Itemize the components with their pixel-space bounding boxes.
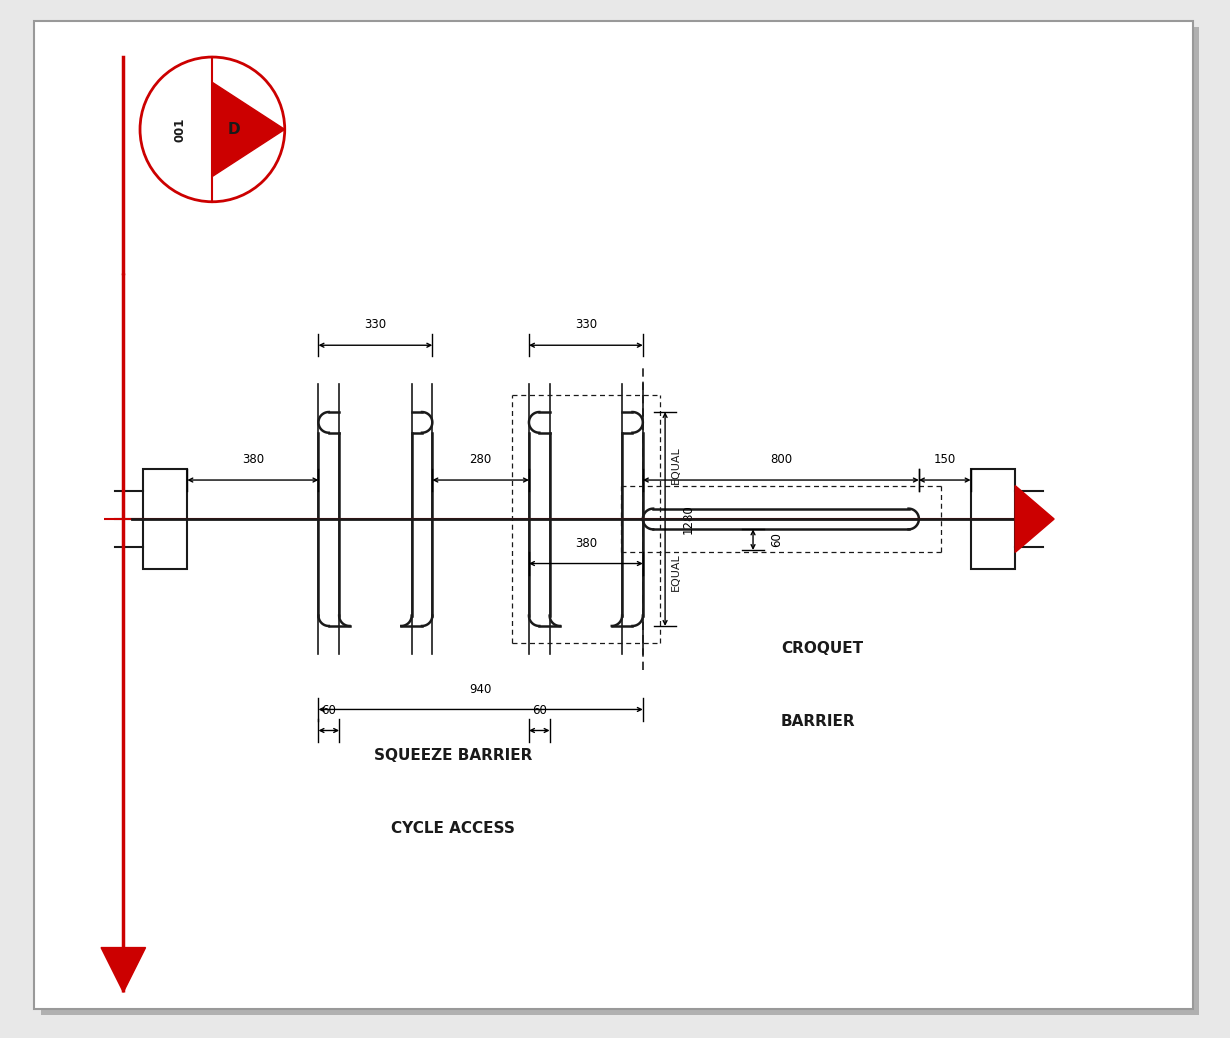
Text: CYCLE ACCESS: CYCLE ACCESS [391,821,514,836]
Text: 940: 940 [470,683,492,695]
Text: SQUEEZE BARRIER: SQUEEZE BARRIER [374,748,533,763]
Text: 330: 330 [574,319,597,331]
Text: CROQUET: CROQUET [781,641,863,656]
Text: 380: 380 [242,454,264,466]
Text: D: D [228,121,240,137]
Text: 150: 150 [934,454,956,466]
Text: 800: 800 [770,454,792,466]
Circle shape [140,57,284,201]
Text: 60: 60 [531,704,547,716]
Bar [970,469,1015,569]
Polygon shape [101,948,145,992]
Text: 001: 001 [173,117,186,141]
Polygon shape [1015,486,1054,552]
Text: BARRIER: BARRIER [781,714,856,729]
Text: 60: 60 [770,532,782,547]
Text: 330: 330 [364,319,386,331]
Text: 280: 280 [470,454,492,466]
Text: 380: 380 [574,537,597,549]
Text: 1280: 1280 [681,504,695,534]
Polygon shape [213,82,284,176]
Text: 60: 60 [321,704,336,716]
Text: EQUAL: EQUAL [670,553,680,592]
Text: EQUAL: EQUAL [670,446,680,485]
Bar [143,469,187,569]
